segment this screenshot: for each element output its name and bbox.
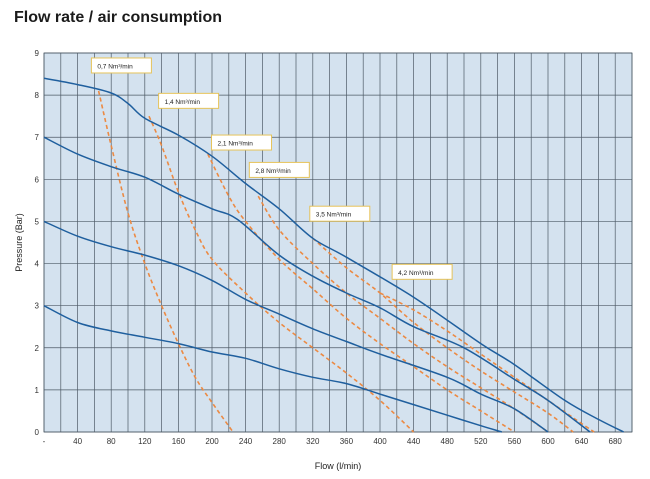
annotation-label: 3,5 Nm³/min <box>316 212 352 219</box>
chart-title: Flow rate / air consumption <box>14 9 223 26</box>
y-tick-label: 2 <box>35 344 40 353</box>
y-tick-label: 5 <box>35 217 40 226</box>
annotation-box <box>309 205 371 222</box>
annotation-box <box>391 263 453 280</box>
y-tick-label: 9 <box>35 49 40 58</box>
annotation-box <box>90 57 152 74</box>
x-tick-label: 80 <box>107 437 116 446</box>
annotation-box <box>211 134 273 151</box>
x-tick-label: 120 <box>138 437 152 446</box>
y-tick-label: 7 <box>35 133 40 142</box>
air-consumption-labels: 0,7 Nm³/min 1,4 Nm³/min 2,1 Nm³/min 2,8 Nm³… <box>90 57 453 280</box>
x-tick-label: 360 <box>340 437 354 446</box>
pump-curve <box>43 136 591 433</box>
y-tick-label: 6 <box>35 175 40 184</box>
x-tick-label: 480 <box>441 437 455 446</box>
x-tick-label: 520 <box>474 437 488 446</box>
plot-area <box>44 53 632 432</box>
x-tick-label: - <box>43 437 46 446</box>
pump-curve <box>43 305 503 433</box>
annotation-label: 4,2 Nm³/min <box>398 270 434 277</box>
x-tick-label: 200 <box>205 437 219 446</box>
air-consumption-curves <box>97 90 595 433</box>
x-tick-label: 440 <box>407 437 421 446</box>
annotation-label: 2,1 Nm³/min <box>218 141 254 148</box>
plot-border <box>43 52 633 433</box>
air-consumption-curve <box>207 153 515 433</box>
y-tick-label: 0 <box>35 428 40 437</box>
y-tick-labels: 0 1 2 3 4 5 6 7 8 9 <box>35 49 40 437</box>
air-consumption-curve <box>148 115 415 433</box>
x-tick-labels: - 40 80 120 160 200 240 280 320 360 400 440 480 520 56… <box>43 437 623 446</box>
y-tick-label: 4 <box>35 260 40 269</box>
y-tick-label: 3 <box>35 302 40 311</box>
x-axis-label: Flow (l/min) <box>315 461 362 471</box>
air-consumption-curve <box>257 195 549 433</box>
y-tick-label: 1 <box>35 386 40 395</box>
x-tick-label: 320 <box>306 437 320 446</box>
annotation-label: 0,7 Nm³/min <box>97 63 133 70</box>
annotation-box <box>248 161 310 178</box>
air-consumption-curve <box>312 237 574 433</box>
x-tick-label: 640 <box>575 437 589 446</box>
x-tick-label: 560 <box>508 437 522 446</box>
pump-curve <box>43 220 549 433</box>
annotation-label: 2,8 Nm³/min <box>255 168 291 175</box>
y-tick-label: 8 <box>35 91 40 100</box>
y-axis-label: Pressure (Bar) <box>14 213 24 272</box>
annotation-box <box>158 92 220 109</box>
x-tick-label: 400 <box>373 437 387 446</box>
annotation-label: 1,4 Nm³/min <box>165 99 201 106</box>
x-tick-label: 680 <box>609 437 623 446</box>
x-tick-label: 280 <box>273 437 287 446</box>
x-tick-label: 600 <box>541 437 555 446</box>
x-tick-label: 240 <box>239 437 253 446</box>
pump-curve <box>43 77 624 433</box>
air-consumption-curve <box>97 90 234 433</box>
x-tick-label: 160 <box>172 437 186 446</box>
x-tick-label: 40 <box>73 437 82 446</box>
pump-performance-curves <box>43 77 624 433</box>
